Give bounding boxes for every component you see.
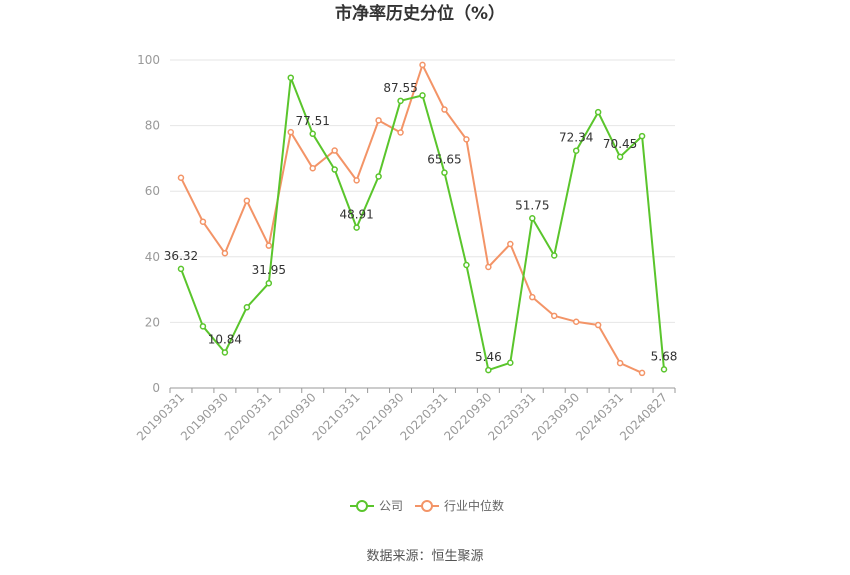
data-point [287, 74, 295, 81]
data-point [550, 252, 558, 259]
data-point [353, 177, 360, 184]
y-tick-label: 80 [145, 119, 160, 133]
data-point [199, 218, 207, 225]
data-point [375, 117, 382, 124]
data-point [287, 128, 295, 136]
data-point [572, 147, 580, 154]
data-point [265, 242, 273, 249]
chart-title: 市净率历史分位（%） [335, 3, 505, 24]
data-point [572, 318, 580, 325]
y-tick-label: 60 [145, 184, 160, 198]
data-point [309, 130, 316, 138]
legend-swatch-marker [421, 500, 433, 512]
data-point [177, 174, 185, 182]
data-label: 10.84 [208, 332, 242, 346]
data-label: 70.45 [603, 137, 637, 151]
data-label: 31.95 [252, 263, 286, 277]
data-point [419, 92, 426, 99]
data-point [331, 147, 338, 154]
data-point [397, 129, 404, 136]
data-point [638, 369, 646, 377]
y-tick-label: 40 [145, 250, 160, 264]
y-tick-label: 20 [145, 315, 160, 329]
data-point [331, 166, 338, 173]
data-point [616, 153, 624, 161]
data-label: 72.34 [559, 131, 593, 145]
data-point [463, 136, 470, 143]
data-label: 5.46 [475, 350, 502, 364]
y-tick-label: 100 [137, 53, 160, 67]
data-point [397, 97, 404, 105]
data-label: 51.75 [515, 198, 549, 212]
data-point [265, 279, 273, 287]
data-point [638, 132, 646, 140]
grid [170, 59, 675, 323]
data-point [177, 265, 185, 273]
data-point [243, 304, 251, 311]
data-point [616, 359, 624, 367]
data-point [507, 359, 514, 366]
legend: 公司 行业中位数 [350, 498, 504, 513]
series-line-industry-median [180, 63, 643, 374]
data-point [243, 197, 251, 204]
data-label: 87.55 [383, 81, 417, 95]
data-source: 数据来源：恒生聚源 [366, 549, 483, 564]
x-tick-label: 20240827 [617, 390, 670, 443]
data-point [463, 261, 470, 269]
axes: 0204060801002019033120190930202003312020… [134, 53, 676, 443]
data-label: 36.32 [164, 249, 198, 263]
data-point [441, 169, 448, 176]
data-point [419, 61, 426, 69]
data-point [529, 215, 536, 222]
data-point [221, 349, 229, 356]
data-point [441, 106, 448, 113]
data-point [485, 263, 492, 271]
data-point [221, 249, 229, 257]
data-point [507, 240, 514, 248]
legend-swatch-marker [356, 500, 368, 512]
data-labels: 36.32 10.84 31.95 77.51 48.91 87.55 65.65 5.46 5… [164, 81, 678, 364]
data-point [529, 293, 536, 301]
series-line-company [180, 76, 665, 372]
data-point [594, 321, 602, 329]
data-point [353, 224, 360, 231]
data-point [660, 366, 668, 373]
legend-label: 行业中位数 [444, 498, 504, 513]
data-label: 77.51 [296, 114, 330, 128]
data-point [485, 366, 492, 374]
plot-area [177, 61, 668, 377]
legend-label: 公司 [379, 499, 403, 513]
data-point [594, 108, 602, 116]
data-label: 48.91 [339, 208, 373, 222]
data-point [199, 323, 207, 330]
data-point [375, 173, 382, 180]
data-label: 65.65 [427, 153, 461, 167]
data-point [550, 312, 558, 320]
data-point [309, 164, 316, 172]
data-label: 5.68 [651, 349, 678, 363]
y-tick-label: 0 [152, 381, 160, 395]
